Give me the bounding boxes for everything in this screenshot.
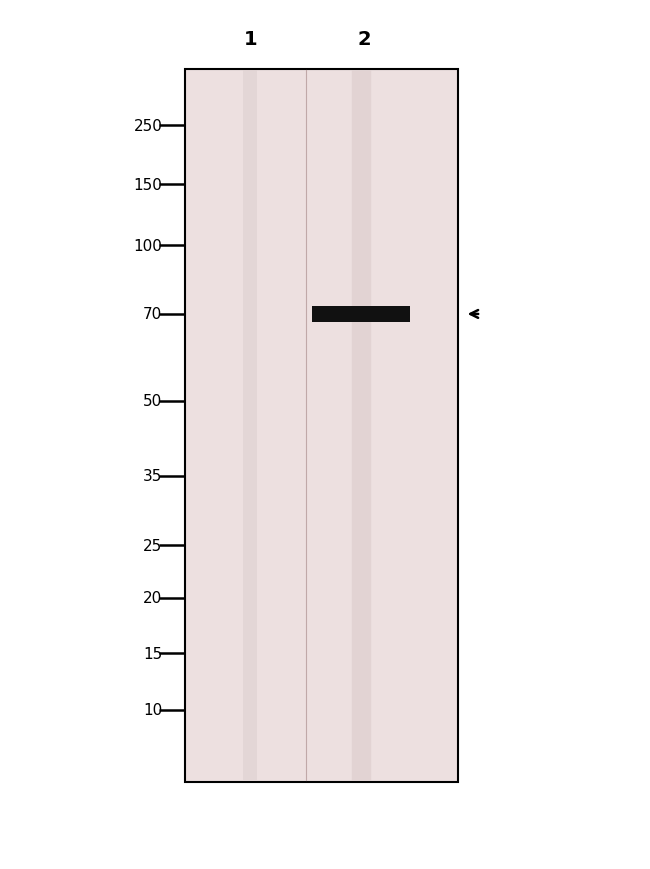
Bar — [185, 70, 458, 782]
Text: 15: 15 — [143, 646, 162, 661]
Text: 20: 20 — [143, 590, 162, 606]
Text: 250: 250 — [134, 118, 162, 134]
Text: 100: 100 — [134, 238, 162, 254]
Text: 1: 1 — [244, 30, 257, 49]
Text: 70: 70 — [143, 307, 162, 322]
Text: 35: 35 — [143, 468, 162, 484]
Bar — [312, 306, 410, 322]
Text: 10: 10 — [143, 702, 162, 718]
Text: 50: 50 — [143, 394, 162, 409]
Text: 2: 2 — [358, 30, 370, 49]
Text: 25: 25 — [143, 538, 162, 554]
Text: 150: 150 — [134, 177, 162, 193]
